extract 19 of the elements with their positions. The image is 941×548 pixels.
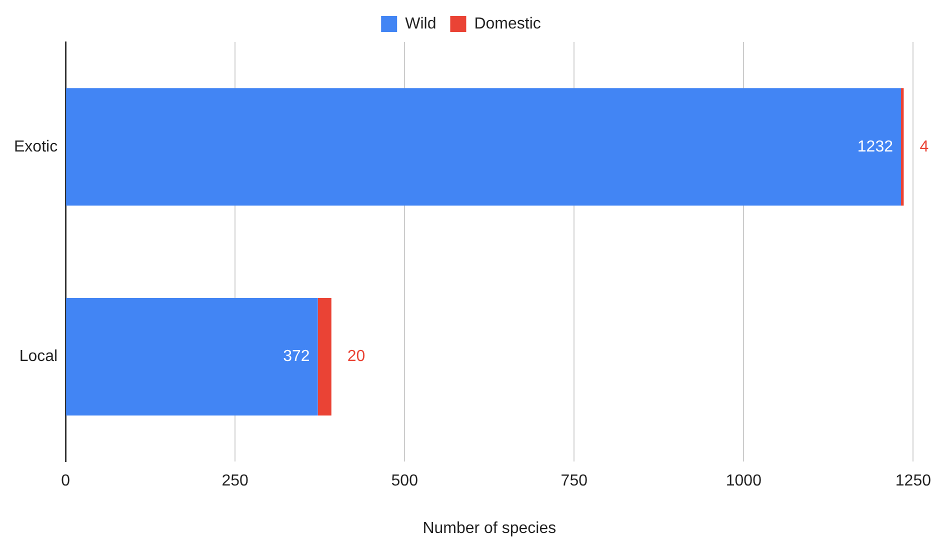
x-tick-label: 0	[61, 472, 70, 490]
y-tick-label: Exotic	[14, 138, 58, 156]
x-tick-label: 250	[222, 472, 249, 490]
bar	[318, 298, 332, 416]
legend-label: Domestic	[474, 15, 541, 32]
x-tick-label: 1250	[895, 472, 932, 490]
data-label: 4	[920, 138, 929, 156]
bar	[900, 88, 904, 206]
legend-label: Wild	[405, 15, 436, 32]
data-label: 20	[347, 348, 366, 366]
x-tick-label: 750	[560, 472, 588, 490]
bar	[66, 298, 318, 416]
data-label: 1232	[857, 138, 894, 156]
x-tick-label: 500	[391, 472, 418, 490]
x-axis-title: Number of species	[422, 520, 556, 537]
y-tick-label: Local	[19, 348, 58, 366]
bar	[66, 88, 901, 206]
data-label: 372	[283, 348, 310, 366]
x-tick-label: 1000	[726, 472, 762, 490]
